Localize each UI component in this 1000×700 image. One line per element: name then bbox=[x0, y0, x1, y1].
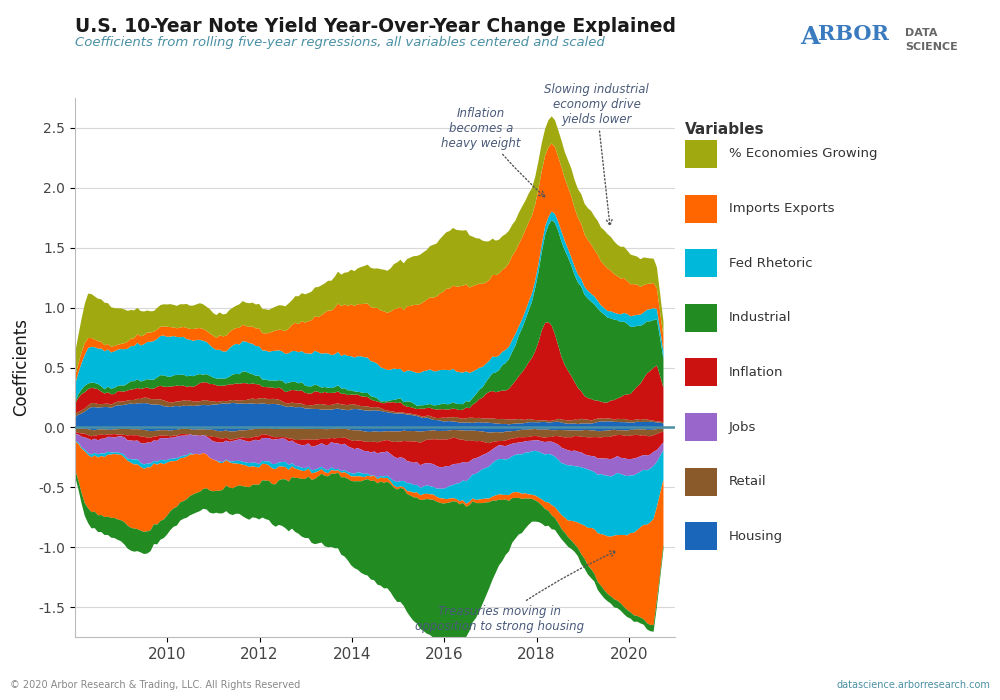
Text: Fed Rhetoric: Fed Rhetoric bbox=[729, 257, 813, 270]
Text: U.S. 10-Year Note Yield Year-Over-Year Change Explained: U.S. 10-Year Note Yield Year-Over-Year C… bbox=[75, 18, 676, 36]
Text: Imports Exports: Imports Exports bbox=[729, 202, 835, 215]
Text: A: A bbox=[800, 25, 820, 48]
Text: © 2020 Arbor Research & Trading, LLC. All Rights Reserved: © 2020 Arbor Research & Trading, LLC. Al… bbox=[10, 680, 300, 689]
Text: Slowing industrial
economy drive
yields lower: Slowing industrial economy drive yields … bbox=[544, 83, 649, 225]
Y-axis label: Coefficients: Coefficients bbox=[12, 318, 30, 416]
Text: Inflation
becomes a
heavy weight: Inflation becomes a heavy weight bbox=[441, 106, 545, 197]
Text: Coefficients from rolling five-year regressions, all variables centered and scal: Coefficients from rolling five-year regr… bbox=[75, 36, 605, 50]
Text: datascience.arborresearch.com: datascience.arborresearch.com bbox=[836, 680, 990, 689]
Text: Industrial: Industrial bbox=[729, 312, 792, 324]
Text: Jobs: Jobs bbox=[729, 421, 756, 433]
Text: SCIENCE: SCIENCE bbox=[905, 42, 958, 52]
Text: Retail: Retail bbox=[729, 475, 767, 488]
Text: Variables: Variables bbox=[685, 122, 765, 136]
Text: % Economies Growing: % Economies Growing bbox=[729, 148, 878, 160]
Text: Treasuries moving in
opposition to strong housing: Treasuries moving in opposition to stron… bbox=[415, 551, 616, 633]
Text: Housing: Housing bbox=[729, 530, 783, 542]
Text: Inflation: Inflation bbox=[729, 366, 784, 379]
Text: RBOR: RBOR bbox=[818, 25, 889, 45]
Text: DATA: DATA bbox=[905, 28, 938, 38]
